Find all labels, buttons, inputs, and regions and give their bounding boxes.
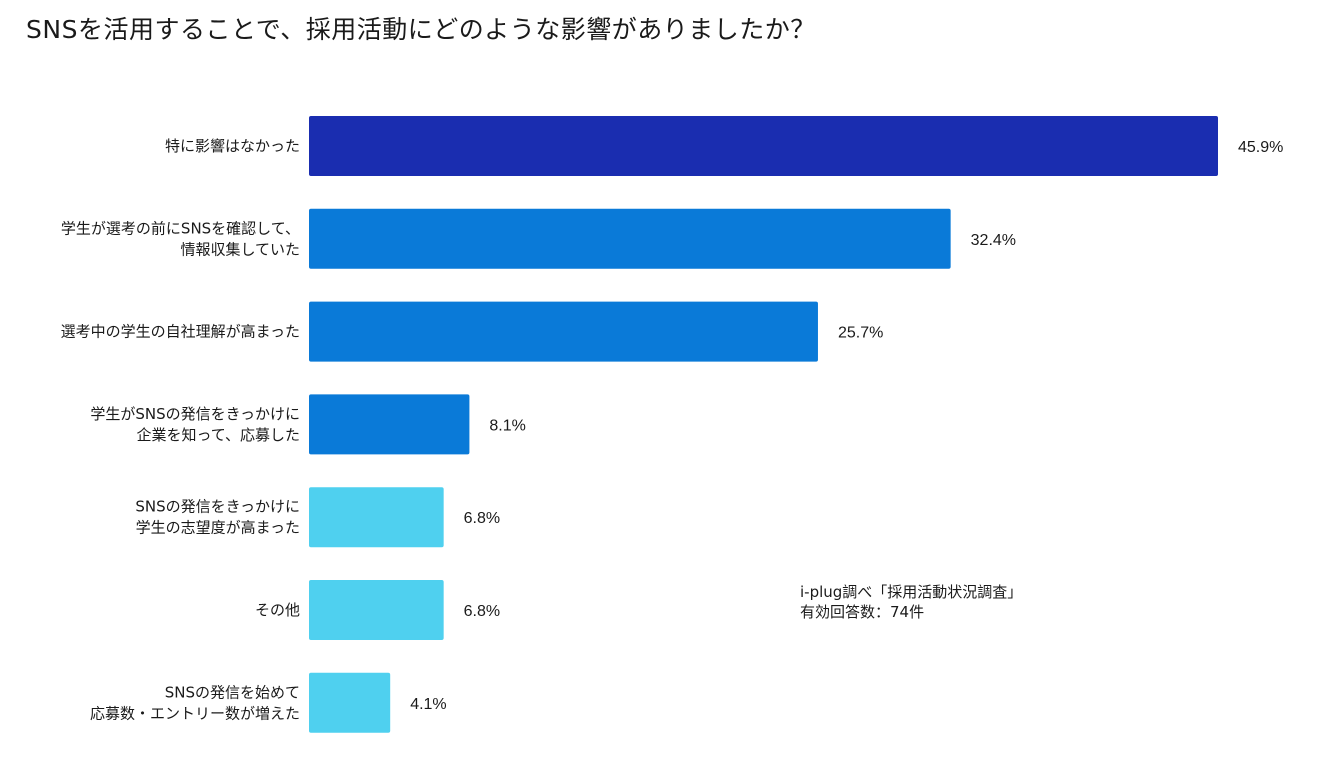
response-count: 有効回答数：74件 bbox=[800, 603, 925, 621]
bar-3 bbox=[309, 301, 818, 362]
value-label-7: 4.1% bbox=[410, 696, 446, 713]
bar-7 bbox=[309, 672, 391, 733]
bar-5 bbox=[309, 487, 444, 548]
chart-title: SNSを活用することで、採用活動にどのような影響がありましたか？ bbox=[26, 15, 816, 44]
value-label-2: 32.4% bbox=[971, 232, 1016, 249]
value-label-4: 8.1% bbox=[489, 417, 525, 434]
category-label-6: その他 bbox=[255, 601, 300, 619]
bar-2 bbox=[309, 208, 951, 269]
source-note: i-plug調べ「採用活動状況調査」 有効回答数：74件 bbox=[800, 582, 1022, 622]
bar-1 bbox=[309, 116, 1218, 176]
category-label-4: 学生がSNSの発信をきっかけに企業を知って、応募した bbox=[90, 405, 300, 444]
bar-6 bbox=[309, 580, 444, 640]
category-label-3: 選考中の学生の自社理解が高まった bbox=[61, 323, 300, 341]
value-label-6: 6.8% bbox=[464, 603, 500, 620]
bar-4 bbox=[309, 394, 470, 455]
value-label-5: 6.8% bbox=[464, 510, 500, 527]
value-label-1: 45.9% bbox=[1238, 139, 1283, 156]
category-label-1: 特に影響はなかった bbox=[165, 137, 300, 155]
category-label-5: SNSの発信をきっかけに学生の志望度が高まった bbox=[135, 498, 300, 537]
category-label-7: SNSの発信を始めて応募数・エントリー数が増えた bbox=[90, 683, 300, 722]
category-label-2: 学生が選考の前にSNSを確認して、情報収集していた bbox=[61, 219, 300, 258]
source-line: i-plug調べ「採用活動状況調査」 bbox=[800, 583, 1023, 601]
value-label-3: 25.7% bbox=[838, 325, 883, 342]
